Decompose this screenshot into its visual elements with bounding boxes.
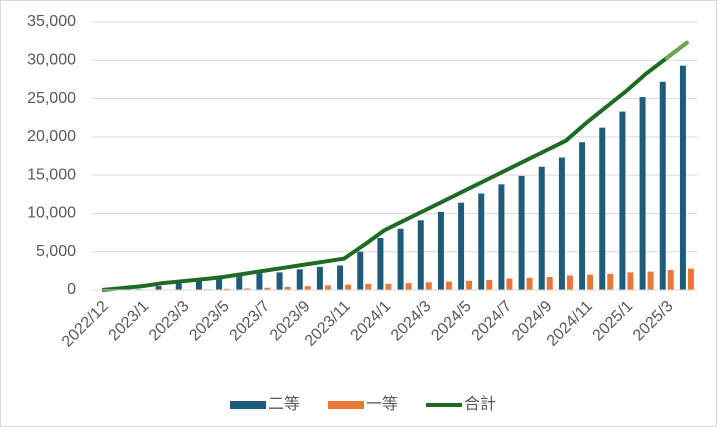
bar bbox=[417, 220, 424, 290]
bar bbox=[224, 288, 231, 290]
bar bbox=[175, 283, 182, 290]
bar bbox=[627, 272, 634, 290]
bar bbox=[526, 277, 533, 290]
bar bbox=[377, 237, 384, 290]
bar bbox=[385, 283, 392, 290]
bar bbox=[639, 97, 646, 290]
bar bbox=[498, 184, 505, 290]
bar bbox=[316, 267, 323, 290]
bar bbox=[425, 282, 432, 290]
bar bbox=[445, 281, 452, 290]
y-tick-label: 10,000 bbox=[27, 205, 76, 222]
bar bbox=[264, 287, 271, 290]
bar bbox=[304, 286, 311, 290]
bar bbox=[587, 274, 594, 290]
bar bbox=[324, 285, 331, 290]
legend-label: 一等 bbox=[366, 395, 398, 413]
bar bbox=[195, 280, 202, 290]
bar bbox=[256, 273, 263, 290]
legend-swatch bbox=[230, 401, 266, 409]
y-tick-label: 30,000 bbox=[27, 52, 76, 69]
bar bbox=[357, 251, 364, 290]
y-tick-label: 20,000 bbox=[27, 128, 76, 145]
bar bbox=[345, 284, 352, 290]
legend-label: 合計 bbox=[464, 395, 496, 413]
legend-swatch bbox=[328, 401, 364, 409]
bar bbox=[296, 269, 303, 290]
bar bbox=[365, 283, 372, 290]
bar bbox=[619, 111, 626, 291]
legend-label: 二等 bbox=[268, 395, 300, 413]
bar bbox=[276, 272, 283, 290]
bar bbox=[679, 65, 686, 290]
bar bbox=[546, 276, 553, 290]
bar bbox=[244, 288, 251, 290]
bar bbox=[647, 271, 654, 290]
bar bbox=[538, 166, 545, 290]
bar bbox=[486, 280, 493, 290]
y-tick-label: 35,000 bbox=[27, 13, 76, 30]
bar bbox=[558, 157, 565, 290]
bar bbox=[478, 193, 485, 290]
bar bbox=[599, 127, 606, 290]
bar bbox=[518, 175, 525, 290]
y-tick-label: 15,000 bbox=[27, 166, 76, 183]
bar bbox=[506, 278, 513, 290]
y-tick-label: 25,000 bbox=[27, 90, 76, 107]
bar bbox=[405, 283, 412, 290]
bar bbox=[236, 274, 243, 290]
bar bbox=[458, 202, 465, 290]
bar bbox=[397, 228, 404, 290]
line-last-segment bbox=[664, 40, 689, 60]
bar bbox=[437, 211, 444, 290]
bar bbox=[337, 265, 344, 290]
bar bbox=[607, 273, 614, 290]
bar bbox=[687, 268, 694, 290]
bar bbox=[667, 270, 674, 290]
line bbox=[101, 41, 689, 292]
bar bbox=[155, 286, 162, 290]
bar bbox=[216, 276, 223, 290]
bar bbox=[466, 280, 473, 290]
bar bbox=[659, 81, 666, 291]
y-tick-label: 0 bbox=[67, 281, 76, 298]
bar bbox=[579, 142, 586, 290]
bar bbox=[284, 286, 291, 290]
y-tick-label: 5,000 bbox=[36, 243, 76, 260]
bar bbox=[566, 275, 573, 290]
